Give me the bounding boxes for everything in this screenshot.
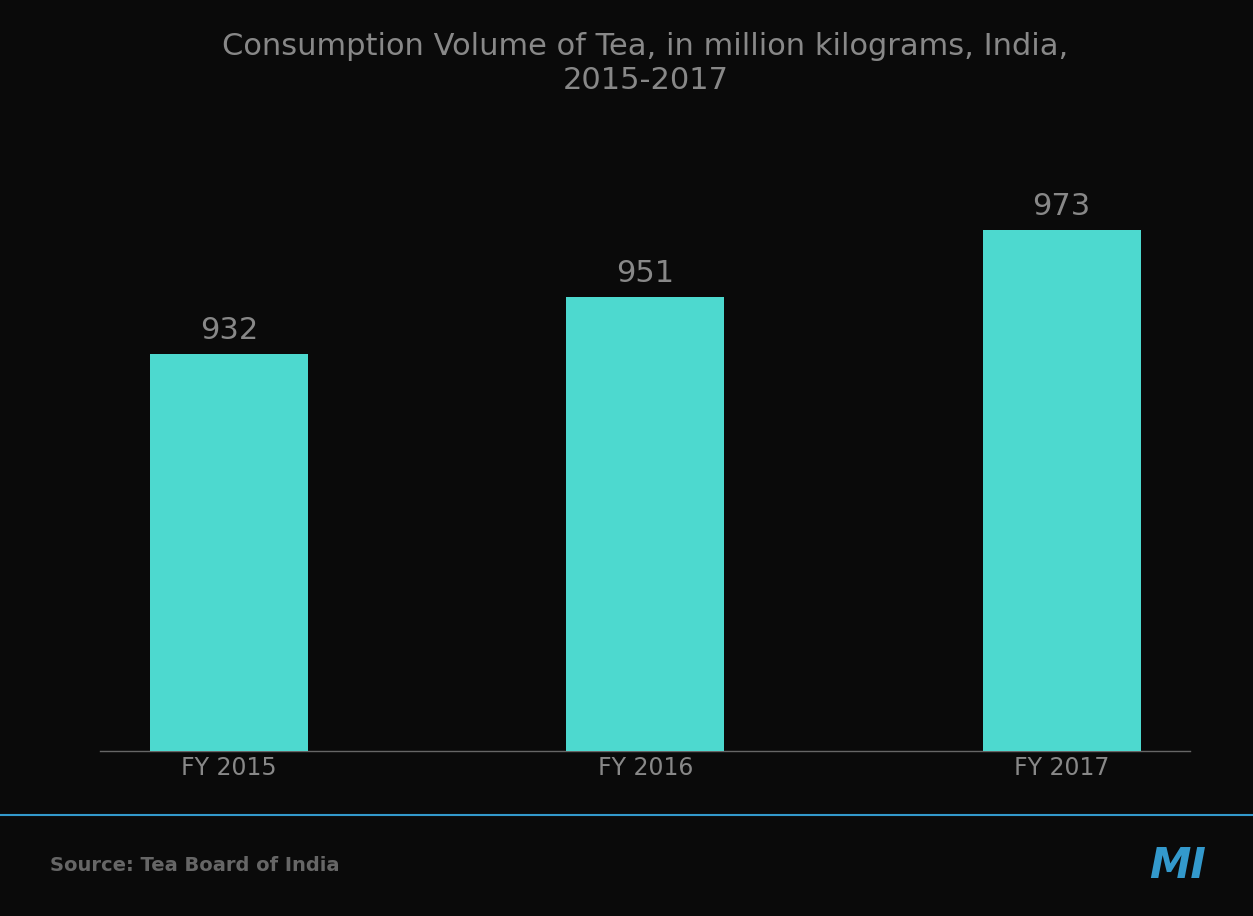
Text: Source: Tea Board of India: Source: Tea Board of India <box>50 856 340 875</box>
Text: 973: 973 <box>1032 192 1091 222</box>
Text: 932: 932 <box>199 316 258 344</box>
Text: MI: MI <box>1149 845 1207 887</box>
Bar <box>982 231 1140 751</box>
Title: Consumption Volume of Tea, in million kilograms, India,
2015-2017: Consumption Volume of Tea, in million ki… <box>222 32 1069 94</box>
Text: 951: 951 <box>616 258 674 288</box>
Bar <box>150 354 308 751</box>
Bar <box>566 297 724 751</box>
